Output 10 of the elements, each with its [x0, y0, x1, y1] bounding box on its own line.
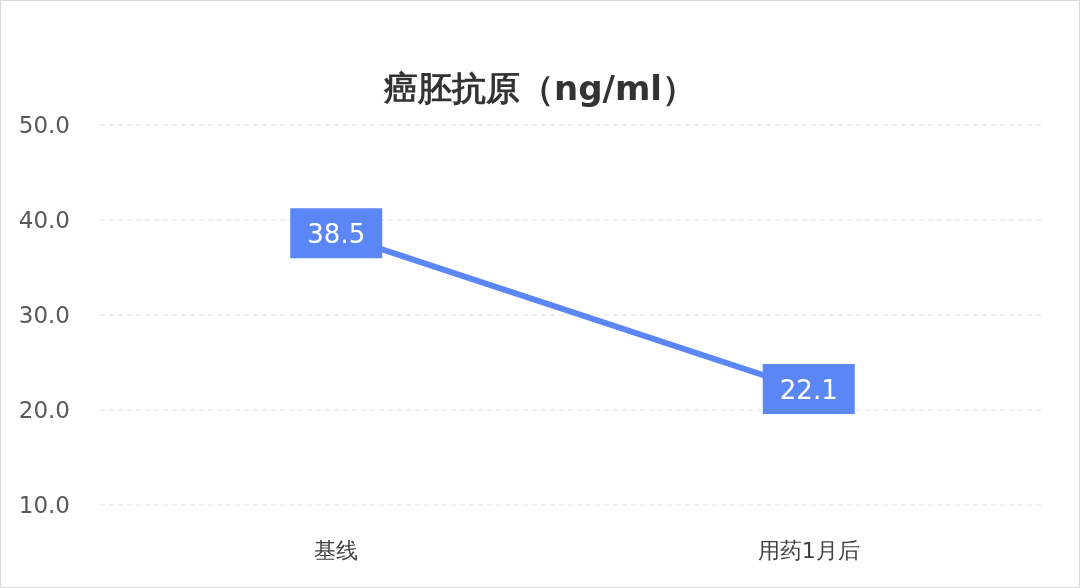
y-tick-label: 10.0	[18, 492, 70, 518]
data-label: 22.1	[779, 375, 838, 406]
data-label: 38.5	[307, 219, 366, 250]
y-tick-label: 20.0	[18, 397, 70, 423]
chart-title: 癌胚抗原（ng/ml）	[382, 68, 697, 108]
y-tick-label: 40.0	[18, 207, 70, 233]
x-tick-label: 用药1月后	[757, 538, 860, 563]
y-tick-label: 50.0	[18, 112, 70, 138]
y-tick-label: 30.0	[18, 302, 70, 328]
x-tick-label: 基线	[314, 538, 359, 563]
